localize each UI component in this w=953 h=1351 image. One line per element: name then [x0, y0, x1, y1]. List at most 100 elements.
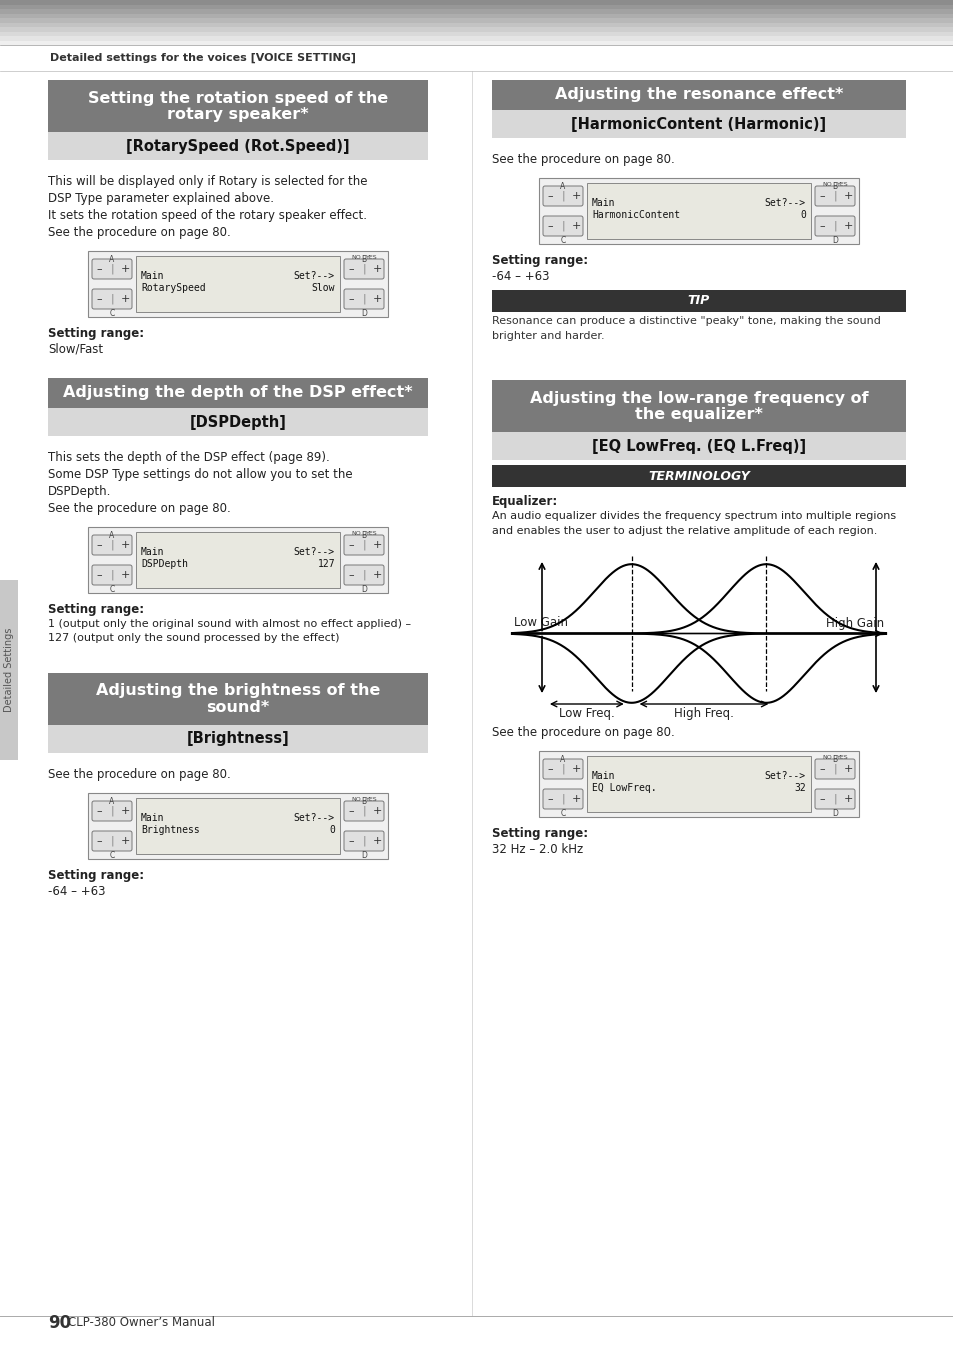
Text: –: – — [348, 540, 354, 550]
Text: +: + — [120, 836, 130, 846]
Bar — [48, 408, 428, 436]
Text: EQ LowFreq.: EQ LowFreq. — [592, 784, 656, 793]
FancyBboxPatch shape — [91, 801, 132, 821]
Text: C: C — [110, 309, 114, 317]
Text: NO: NO — [351, 797, 360, 802]
FancyBboxPatch shape — [344, 259, 384, 280]
Text: Main: Main — [592, 199, 615, 208]
Text: Adjusting the brightness of the: Adjusting the brightness of the — [95, 684, 380, 698]
Text: |: | — [832, 220, 836, 231]
Text: Brightness: Brightness — [141, 825, 199, 835]
Text: CLP-380 Owner’s Manual: CLP-380 Owner’s Manual — [68, 1316, 214, 1329]
Text: [Brightness]: [Brightness] — [187, 731, 289, 747]
Text: HarmonicContent: HarmonicContent — [592, 209, 679, 220]
Text: Resonance can produce a distinctive "peaky" tone, making the sound: Resonance can produce a distinctive "pea… — [492, 316, 880, 326]
Text: –: – — [348, 570, 354, 580]
Bar — [586, 182, 810, 239]
Text: Main: Main — [592, 771, 615, 781]
Text: –: – — [96, 570, 102, 580]
Text: +: + — [571, 794, 580, 804]
Text: +: + — [842, 794, 852, 804]
Text: –: – — [819, 190, 824, 201]
Text: +: + — [372, 295, 381, 304]
Text: |: | — [832, 794, 836, 804]
Bar — [48, 80, 428, 132]
Text: +: + — [120, 570, 130, 580]
Text: +: + — [571, 765, 580, 774]
FancyBboxPatch shape — [344, 565, 384, 585]
Text: A: A — [110, 531, 114, 540]
Text: 0: 0 — [329, 825, 335, 835]
Text: the equalizer*: the equalizer* — [635, 407, 762, 422]
Text: –: – — [96, 540, 102, 550]
Text: –: – — [819, 222, 824, 231]
Text: +: + — [120, 263, 130, 274]
FancyBboxPatch shape — [814, 789, 854, 809]
Text: See the procedure on page 80.: See the procedure on page 80. — [48, 226, 231, 239]
Text: |: | — [111, 540, 113, 550]
Text: DSPDepth.: DSPDepth. — [48, 485, 112, 499]
Text: D: D — [831, 236, 837, 245]
Text: –: – — [348, 295, 354, 304]
Text: +: + — [120, 540, 130, 550]
Text: -64 – +63: -64 – +63 — [48, 885, 106, 898]
Text: Set?-->: Set?--> — [294, 813, 335, 823]
Text: +: + — [372, 540, 381, 550]
Text: Set?-->: Set?--> — [764, 199, 805, 208]
Text: Low Gain: Low Gain — [514, 616, 567, 630]
Bar — [0, 580, 18, 761]
Text: Setting range:: Setting range: — [48, 327, 144, 340]
Text: +: + — [372, 570, 381, 580]
Text: +: + — [120, 807, 130, 816]
Text: NO: NO — [351, 531, 360, 536]
Text: |: | — [560, 190, 564, 201]
Text: |: | — [362, 570, 365, 580]
Text: B: B — [832, 182, 837, 190]
Text: +: + — [842, 222, 852, 231]
Text: B: B — [832, 755, 837, 765]
Text: +: + — [372, 263, 381, 274]
Text: YES: YES — [366, 531, 377, 536]
Text: –: – — [96, 836, 102, 846]
Text: Setting range:: Setting range: — [492, 827, 587, 840]
Bar — [136, 532, 339, 588]
Text: C: C — [559, 236, 565, 245]
FancyBboxPatch shape — [91, 535, 132, 555]
Text: -64 – +63: -64 – +63 — [492, 270, 549, 282]
Text: +: + — [571, 190, 580, 201]
Text: –: – — [819, 765, 824, 774]
Text: –: – — [547, 765, 552, 774]
Text: +: + — [372, 807, 381, 816]
Text: 32: 32 — [794, 784, 805, 793]
Text: sound*: sound* — [206, 700, 270, 715]
Text: See the procedure on page 80.: See the procedure on page 80. — [48, 767, 231, 781]
Text: This will be displayed only if Rotary is selected for the: This will be displayed only if Rotary is… — [48, 176, 367, 188]
Text: B: B — [361, 531, 366, 540]
Text: |: | — [560, 794, 564, 804]
Text: See the procedure on page 80.: See the procedure on page 80. — [492, 153, 674, 166]
Text: |: | — [362, 263, 365, 274]
Bar — [492, 80, 905, 109]
Text: Set?-->: Set?--> — [294, 547, 335, 557]
FancyBboxPatch shape — [542, 216, 582, 236]
Text: Adjusting the low-range frequency of: Adjusting the low-range frequency of — [529, 390, 867, 405]
Text: |: | — [362, 293, 365, 304]
Text: –: – — [348, 263, 354, 274]
Text: [DSPDepth]: [DSPDepth] — [190, 415, 286, 430]
Bar — [0, 31, 953, 36]
Bar — [88, 793, 388, 859]
Text: DSPDepth: DSPDepth — [141, 559, 188, 569]
Text: YES: YES — [836, 182, 848, 186]
FancyBboxPatch shape — [542, 759, 582, 780]
Text: High Gain: High Gain — [825, 616, 883, 630]
Text: It sets the rotation speed of the rotary speaker effect.: It sets the rotation speed of the rotary… — [48, 209, 367, 222]
Text: TERMINOLOGY: TERMINOLOGY — [647, 470, 749, 482]
Text: 1 (output only the original sound with almost no effect applied) –: 1 (output only the original sound with a… — [48, 619, 411, 630]
Text: Adjusting the resonance effect*: Adjusting the resonance effect* — [555, 88, 842, 103]
FancyBboxPatch shape — [91, 289, 132, 309]
Text: |: | — [362, 805, 365, 816]
Bar — [136, 798, 339, 854]
Text: Set?-->: Set?--> — [294, 272, 335, 281]
Text: [RotarySpeed (Rot.Speed)]: [RotarySpeed (Rot.Speed)] — [126, 139, 350, 154]
Text: A: A — [559, 182, 565, 190]
